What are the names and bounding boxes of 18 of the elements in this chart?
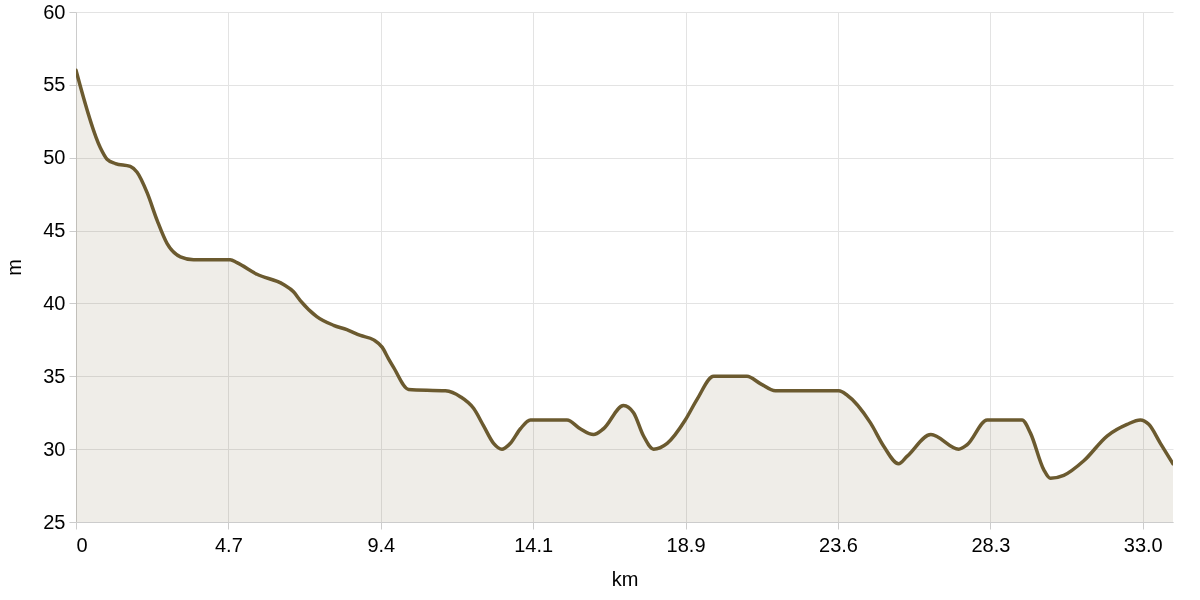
x-tick-label: 23.6 [819, 533, 858, 556]
x-tick-label: 33.0 [1123, 533, 1163, 556]
y-tick-label: 50 [43, 146, 66, 169]
x-tick-label: 28.3 [971, 533, 1011, 556]
y-tick-label: 55 [43, 73, 66, 96]
x-tick-label: 14.1 [514, 533, 554, 556]
y-tick-label: 35 [43, 364, 66, 387]
y-tick-label: 45 [43, 219, 66, 242]
y-tick-label: 30 [43, 437, 66, 460]
y-tick-label: 40 [43, 291, 66, 314]
x-tick-label: 0 [76, 533, 88, 556]
x-tick-label: 4.7 [214, 533, 243, 556]
y-tick-label: 25 [43, 510, 66, 533]
y-tick-label: 60 [43, 0, 66, 23]
x-tick-label: 9.4 [367, 533, 396, 556]
x-tick-label: 18.9 [666, 533, 706, 556]
x-axis-title: km [611, 567, 639, 590]
y-axis-title: m [3, 259, 26, 276]
